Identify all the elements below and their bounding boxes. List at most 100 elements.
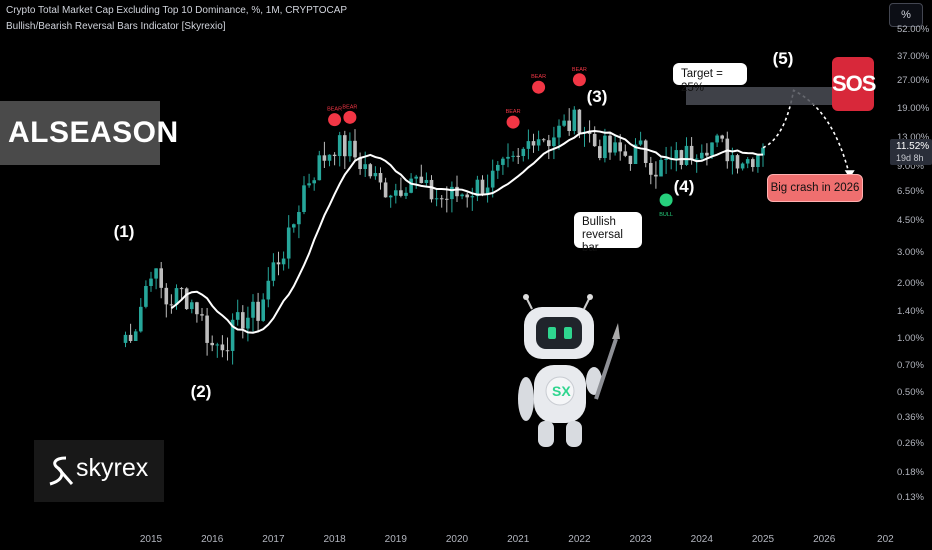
candle-body xyxy=(511,155,515,157)
candle-body xyxy=(496,164,500,171)
candle-body xyxy=(700,152,704,159)
candle-body xyxy=(266,280,271,300)
candle-body xyxy=(526,141,531,149)
candle-body xyxy=(567,120,571,132)
y-tick-label: 27.00% xyxy=(897,75,930,87)
candle-body xyxy=(353,140,357,158)
wave-label-2: (2) xyxy=(190,382,212,401)
candle-body xyxy=(490,170,495,188)
candle-body xyxy=(332,154,337,157)
last-price-tag: 11.52% 19d 8h xyxy=(890,139,932,165)
candle-body xyxy=(628,155,633,165)
bear-marker-label: BEAR xyxy=(342,104,357,110)
candle-body xyxy=(475,179,480,197)
candle-body xyxy=(613,142,617,153)
y-tick-label: 1.00% xyxy=(897,332,924,344)
target-callout: Target = 25% xyxy=(673,63,747,94)
y-tick-label: 52.00% xyxy=(897,24,930,35)
candle-body xyxy=(343,135,347,157)
y-tick-label: 0.18% xyxy=(897,466,924,478)
candle-body xyxy=(414,176,418,179)
x-tick-label: 2022 xyxy=(568,534,591,545)
candle-body xyxy=(689,145,694,160)
candle-body xyxy=(664,158,668,160)
wave-label-1: (1) xyxy=(113,222,135,241)
candle-body xyxy=(460,194,464,197)
candle-body xyxy=(348,140,352,157)
candle-body xyxy=(378,173,383,183)
y-tick-label: 6.50% xyxy=(897,186,924,198)
bull-marker-label: BULL xyxy=(659,212,673,218)
candle-body xyxy=(399,190,403,196)
y-tick-label: 3.00% xyxy=(897,246,924,258)
bear-marker-icon xyxy=(506,115,520,129)
candle-body xyxy=(424,179,429,184)
candle-body xyxy=(516,155,520,157)
candle-body xyxy=(312,180,316,184)
candle-body xyxy=(557,125,561,138)
candle-body xyxy=(654,174,658,177)
bear-marker-icon xyxy=(572,73,586,87)
y-tick-label: 9.00% xyxy=(897,161,924,172)
candlestick-series xyxy=(123,106,765,365)
candle-body xyxy=(694,158,699,160)
candle-body xyxy=(230,319,235,351)
candle-body xyxy=(730,155,735,162)
candle-body xyxy=(251,301,255,318)
x-tick-label: 2016 xyxy=(201,534,224,545)
crash-callout: Big crash in 2026 xyxy=(767,174,863,202)
candle-body xyxy=(445,198,449,200)
candle-body xyxy=(139,306,143,332)
candle-body xyxy=(531,141,536,146)
candle-body xyxy=(123,334,128,343)
candle-body xyxy=(246,317,250,329)
x-tick-label: 2019 xyxy=(384,534,407,545)
candle-body xyxy=(271,262,276,281)
candle-body xyxy=(751,159,755,168)
candle-body xyxy=(220,344,225,351)
candle-body xyxy=(485,187,490,194)
candle-body xyxy=(643,140,648,163)
sos-badge: SOS xyxy=(832,57,876,111)
y-tick-label: 37.00% xyxy=(897,50,930,62)
candle-body xyxy=(302,185,306,212)
candle-body xyxy=(322,155,327,161)
candle-body xyxy=(638,140,643,145)
candle-body xyxy=(552,137,556,147)
candle-body xyxy=(674,150,679,159)
candle-body xyxy=(705,152,709,156)
candle-body xyxy=(710,142,714,156)
candle-body xyxy=(541,139,546,141)
candle-body xyxy=(715,135,719,143)
candle-body xyxy=(536,139,541,146)
candle-body xyxy=(281,258,286,265)
wave-label-3: (3) xyxy=(586,87,608,106)
candle-body xyxy=(169,304,174,306)
candle-body xyxy=(394,190,398,196)
bull-marker-icon xyxy=(659,193,673,207)
candle-body xyxy=(368,164,373,177)
percent-scale-button[interactable]: % xyxy=(889,3,923,27)
candle-body xyxy=(174,288,179,305)
candle-body xyxy=(205,315,209,343)
y-tick-label: 13.00% xyxy=(897,132,930,144)
candle-body xyxy=(419,176,424,184)
y-tick-label: 0.36% xyxy=(897,412,924,424)
candle-body xyxy=(154,268,158,279)
candle-body xyxy=(679,150,684,165)
candle-body xyxy=(547,140,551,147)
bullish-reversal-callout: Bullish reversal bar xyxy=(574,212,642,254)
candle-body xyxy=(598,146,602,159)
bullish-callout-line1: Bullish xyxy=(582,216,616,228)
wave-label-4: (4) xyxy=(673,177,695,196)
candle-body xyxy=(297,211,301,225)
candle-body xyxy=(521,148,526,157)
wave-label-5: (5) xyxy=(772,49,794,68)
bear-marker-label: BEAR xyxy=(531,74,546,80)
svg-text:SX: SX xyxy=(552,383,571,399)
candle-body xyxy=(256,301,260,321)
y-tick-label: 2.00% xyxy=(897,278,924,290)
candle-body xyxy=(480,179,485,194)
candle-body xyxy=(756,155,760,168)
bullish-callout-line2: reversal bar xyxy=(582,229,623,254)
